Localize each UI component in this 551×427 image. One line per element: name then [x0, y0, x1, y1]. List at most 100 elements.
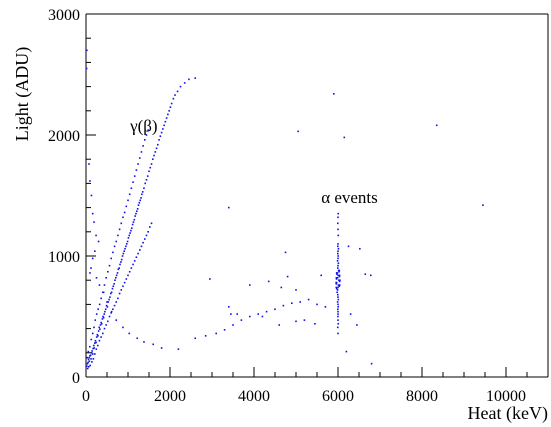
- scatter-point: [122, 252, 125, 255]
- scatter-point: [160, 131, 163, 134]
- scatter-point: [159, 135, 162, 138]
- scatter-point: [335, 281, 337, 284]
- scatter-point: [230, 313, 232, 315]
- scatter-point: [335, 276, 338, 279]
- scatter-point: [160, 347, 163, 349]
- scatter-point: [97, 330, 100, 332]
- scatter-point: [87, 350, 90, 353]
- scatter-point: [320, 274, 322, 277]
- scatter-point: [107, 301, 110, 303]
- scatter-point: [110, 310, 113, 313]
- scatter-point: [91, 257, 94, 260]
- scatter-point: [336, 252, 339, 255]
- scatter-point: [123, 250, 126, 252]
- ticks-layer: [85, 13, 528, 378]
- scatter-point: [157, 143, 159, 146]
- scatter-point: [122, 326, 124, 329]
- scatter-point: [144, 182, 147, 185]
- scatter-point: [336, 222, 339, 225]
- scatter-point: [121, 255, 124, 257]
- scatter-point: [91, 350, 93, 352]
- scatter-point: [349, 313, 352, 315]
- scatter-point: [95, 313, 98, 315]
- scatter-point: [90, 352, 93, 354]
- scatter-point: [106, 306, 109, 308]
- scatter-point: [144, 238, 146, 240]
- scatter-point: [126, 240, 129, 243]
- scatter-point: [152, 343, 154, 346]
- scatter-point: [158, 139, 160, 141]
- scatter-point: [112, 308, 114, 311]
- scatter-point: [98, 284, 101, 286]
- scatter-point: [142, 145, 144, 147]
- scatter-point: [164, 120, 167, 123]
- scatter-point: [137, 163, 139, 165]
- scatter-point: [86, 365, 88, 367]
- scatter-point: [286, 275, 289, 278]
- scatter-point: [134, 215, 136, 217]
- scatter-point: [299, 301, 301, 303]
- scatter-point: [113, 283, 115, 285]
- scatter-point: [135, 256, 138, 259]
- scatter-point: [147, 231, 149, 233]
- scatter-point: [124, 247, 126, 250]
- scatter-point: [249, 315, 251, 318]
- scatter-point: [98, 326, 101, 329]
- scatter-point: [95, 276, 98, 279]
- scatter-point: [176, 90, 179, 93]
- scatter-point: [103, 327, 106, 330]
- scatter-point: [88, 356, 90, 359]
- scatter-point: [137, 204, 140, 206]
- axes-layer: [85, 13, 549, 378]
- scatter-point: [122, 285, 124, 288]
- scatter-point: [90, 338, 93, 341]
- scatter-point: [110, 291, 113, 294]
- scatter-point: [108, 264, 111, 267]
- scatter-point: [87, 365, 90, 368]
- scatter-point: [291, 302, 293, 304]
- scatter-point: [307, 298, 310, 301]
- scatter-point: [249, 284, 251, 286]
- scatter-point: [295, 320, 297, 323]
- scatter-point: [90, 267, 92, 269]
- scatter-point: [117, 234, 119, 237]
- scatter-point: [324, 306, 327, 308]
- scatter-point: [295, 289, 297, 291]
- scatter-point: [336, 291, 338, 294]
- scatter-point: [133, 260, 136, 262]
- scatter-point: [85, 67, 88, 70]
- scatter-point: [337, 262, 340, 265]
- scatter-point: [102, 315, 104, 318]
- scatter-point: [337, 274, 340, 277]
- scatter-point: [140, 245, 143, 248]
- scatter-point: [91, 361, 93, 363]
- scatter-point: [128, 234, 131, 237]
- scatter-point: [149, 166, 152, 169]
- scatter-point: [154, 151, 157, 153]
- scatter-point: [337, 257, 339, 260]
- scatter-point: [435, 124, 438, 127]
- scatter-point: [337, 332, 339, 335]
- x-axis-tick-label: 10000: [486, 388, 526, 405]
- scatter-point: [174, 94, 176, 96]
- scatter-point: [128, 270, 131, 273]
- scatter-point: [143, 341, 145, 343]
- scatter-point: [118, 267, 120, 269]
- scatter-point: [369, 274, 372, 277]
- scatter-point: [111, 287, 114, 290]
- scatter-point: [337, 296, 339, 298]
- scatter-point: [105, 276, 107, 279]
- scatter-point: [90, 194, 93, 197]
- scatter-point: [123, 211, 126, 214]
- scatter-point: [86, 362, 89, 365]
- scatter-point: [98, 303, 101, 306]
- scatter-point: [359, 247, 361, 250]
- scatter-point: [125, 243, 128, 245]
- scatter-point: [125, 278, 128, 280]
- scatter-point: [125, 245, 127, 248]
- scatter-point: [228, 206, 230, 209]
- scatter-point: [337, 255, 340, 257]
- scatter-point: [103, 284, 106, 286]
- scatter-point: [188, 78, 190, 81]
- scatter-point: [88, 163, 90, 165]
